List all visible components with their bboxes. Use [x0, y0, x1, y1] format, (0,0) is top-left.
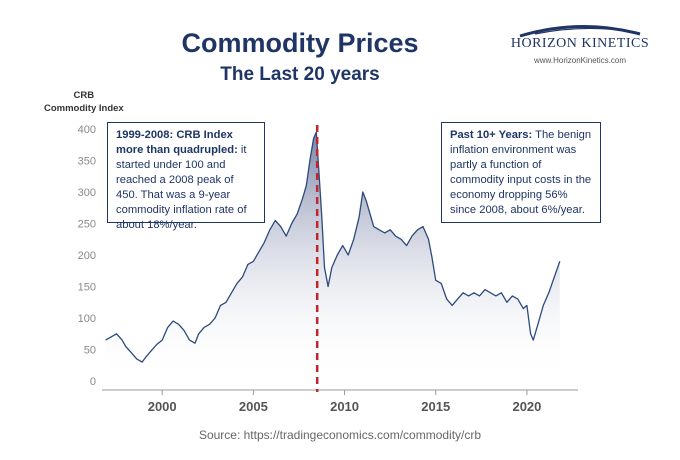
- y-axis-label: CRB Commodity Index: [44, 89, 124, 115]
- y-tick-label: 0: [90, 376, 96, 388]
- logo-swoosh-icon: [519, 25, 641, 38]
- page-subtitle: The Last 20 years: [220, 64, 380, 85]
- y-axis-label-line2: Commodity Index: [44, 103, 124, 114]
- annotation-right: Past 10+ Years: The benign inflation env…: [441, 122, 601, 223]
- logo: HORIZON KINETICS www.HorizonKinetics.com: [505, 22, 655, 65]
- logo-name: HORIZON KINETICS: [510, 36, 650, 51]
- y-tick-label: 400: [78, 124, 96, 136]
- y-tick-label: 300: [78, 187, 96, 199]
- x-tick-label: 2005: [239, 399, 268, 414]
- x-tick-label: 2015: [421, 399, 450, 414]
- y-tick-label: 350: [78, 156, 96, 168]
- annotation-right-bold: Past 10+ Years:: [450, 129, 533, 141]
- y-tick-label: 100: [78, 313, 96, 325]
- series-line: [105, 131, 561, 363]
- annotation-left-bold: 1999-2008: CRB Index more than quadruple…: [116, 129, 238, 156]
- x-tick-label: 2020: [512, 399, 541, 414]
- y-tick-label: 200: [78, 250, 96, 262]
- annotation-left: 1999-2008: CRB Index more than quadruple…: [107, 122, 265, 231]
- annotation-left-text: it started under 100 and reached a 2008 …: [116, 144, 247, 231]
- y-tick-label: 50: [84, 345, 96, 357]
- x-tick-label: 2000: [148, 399, 177, 414]
- x-tick-label: 2010: [330, 399, 359, 414]
- y-tick-label: 150: [78, 282, 96, 294]
- source-note: Source: https://tradingeconomics.com/com…: [198, 428, 482, 442]
- y-axis-label-line1: CRB: [73, 90, 95, 101]
- logo-url: www.HorizonKinetics.com: [533, 56, 627, 65]
- annotation-right-text: The benign inflation environment was par…: [450, 129, 592, 216]
- y-tick-label: 250: [78, 219, 96, 231]
- page-title: Commodity Prices: [181, 28, 419, 58]
- series-area: [105, 132, 560, 381]
